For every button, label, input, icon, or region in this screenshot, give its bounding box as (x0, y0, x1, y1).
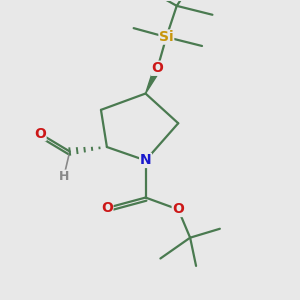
Text: O: O (34, 127, 46, 141)
Text: Si: Si (159, 30, 174, 44)
Text: H: H (58, 170, 69, 183)
Polygon shape (146, 67, 161, 94)
Text: O: O (172, 202, 184, 216)
Text: N: N (140, 153, 152, 167)
Text: O: O (101, 201, 113, 215)
Text: O: O (152, 61, 164, 75)
